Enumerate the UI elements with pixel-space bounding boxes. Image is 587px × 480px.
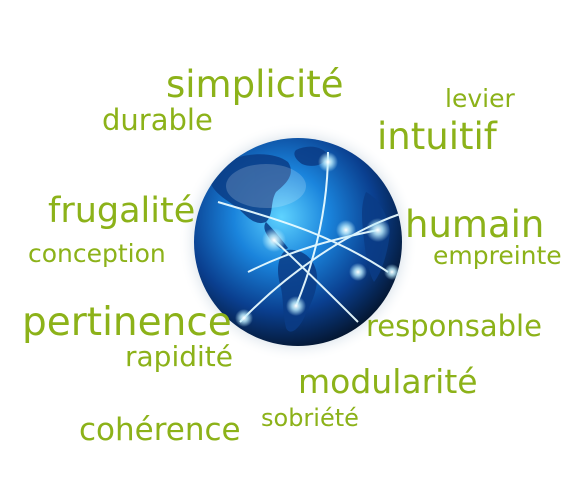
word-intuitif: intuitif xyxy=(377,115,497,158)
word-responsable: responsable xyxy=(366,309,542,343)
word-coherence: cohérence xyxy=(79,412,241,448)
word-humain: humain xyxy=(405,203,545,246)
word-sobriete: sobriété xyxy=(261,404,359,432)
word-levier: levier xyxy=(445,84,515,113)
word-empreinte: empreinte xyxy=(433,241,562,270)
word-simplicite: simplicité xyxy=(166,63,344,106)
word-durable: durable xyxy=(102,103,213,137)
word-modularite: modularité xyxy=(298,362,478,401)
network-globe-icon xyxy=(178,122,418,362)
word-pertinence: pertinence xyxy=(22,300,232,345)
word-conception: conception xyxy=(28,239,166,268)
word-rapidite: rapidité xyxy=(125,340,233,373)
word-frugalite: frugalité xyxy=(48,191,196,231)
